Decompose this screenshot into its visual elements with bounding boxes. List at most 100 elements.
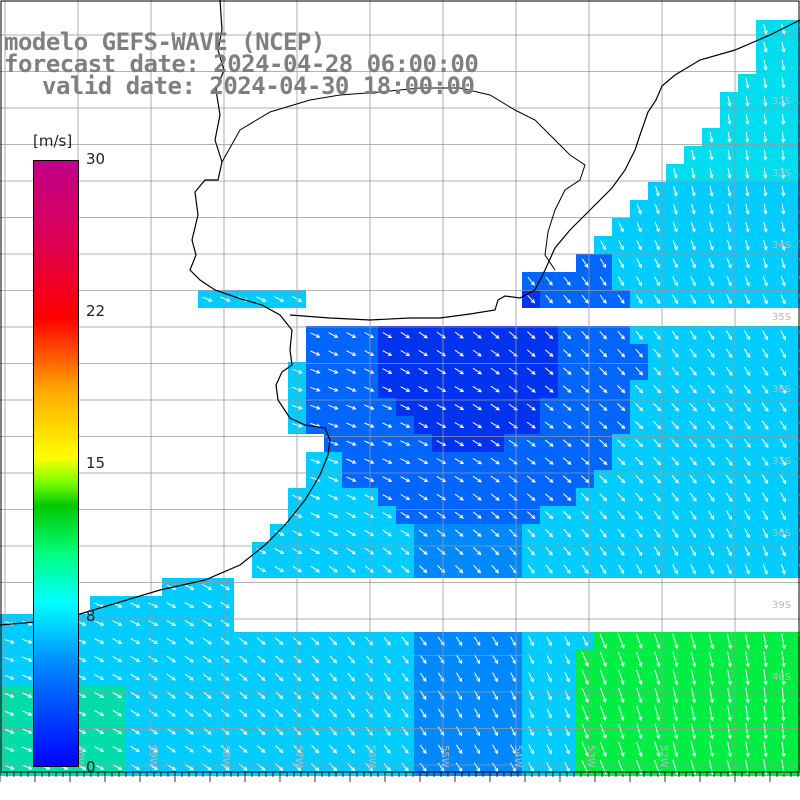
wind-arrow [130, 602, 141, 608]
wind-cell [792, 470, 800, 488]
wind-arrow [419, 654, 427, 664]
wind-cell [792, 146, 800, 164]
wind-arrow [617, 348, 626, 358]
forecast-date: forecast date: 2024-04-28 06:00:00 [4, 50, 479, 78]
wind-arrow [564, 672, 570, 683]
wind-arrow [707, 492, 715, 502]
wind-arrow [418, 440, 429, 446]
wind-arrow [564, 726, 570, 737]
wind-arrow [166, 745, 176, 753]
wind-arrow [401, 636, 409, 646]
wind-arrow [709, 222, 714, 233]
wind-arrow [745, 150, 750, 161]
wind-arrow [544, 367, 554, 375]
wind-arrow [418, 404, 429, 410]
lon-label: 57W [293, 745, 304, 768]
wind-arrow [94, 746, 105, 752]
wind-arrow [599, 633, 607, 649]
lat-label: 36S [772, 384, 791, 395]
wind-cell [792, 164, 800, 182]
wind-arrow [382, 440, 393, 446]
wind-arrow [346, 512, 357, 518]
wind-arrow [581, 669, 589, 685]
colorbar-tick-22: 22 [86, 302, 106, 320]
wind-arrow [148, 673, 158, 681]
wind-arrow [400, 386, 411, 392]
wind-arrow [726, 528, 732, 539]
wind-arrow [763, 204, 768, 215]
wind-arrow [526, 457, 536, 465]
wind-arrow [130, 673, 141, 681]
wind-arrow [562, 457, 572, 465]
wind-arrow [743, 438, 751, 448]
wind-arrow [745, 222, 750, 233]
wind-arrow [636, 705, 643, 722]
wind-arrow [726, 546, 732, 557]
wind-arrow [599, 367, 608, 376]
wind-arrow [347, 654, 355, 664]
wind-arrow [184, 673, 194, 681]
wind-arrow [727, 203, 732, 215]
colorbar-tick-0: 0 [86, 758, 96, 776]
wind-arrow [727, 687, 732, 704]
wind-arrow [671, 384, 679, 394]
wind-arrow [727, 186, 732, 197]
wind-arrow [725, 384, 733, 394]
wind-arrow [94, 620, 105, 626]
wind-arrow [653, 528, 661, 538]
wind-arrow [671, 456, 679, 466]
wind-arrow [472, 403, 483, 411]
wind-arrow [599, 493, 608, 502]
wind-arrow [454, 547, 464, 556]
wind-arrow [744, 258, 750, 269]
wind-arrow [454, 529, 464, 537]
wind-arrow [617, 367, 626, 376]
wind-cell [792, 236, 800, 254]
wind-arrow [492, 672, 498, 683]
wind-arrow [581, 258, 589, 269]
wind-arrow [364, 565, 374, 573]
wind-cell [792, 20, 800, 38]
wind-arrow [671, 330, 679, 340]
wind-arrow [274, 655, 284, 664]
wind-arrow [472, 457, 483, 465]
colorbar-tick-8: 8 [86, 607, 96, 625]
wind-arrow [130, 655, 141, 663]
wind-arrow [745, 669, 750, 686]
wind-arrow [690, 546, 696, 557]
wind-arrow [635, 366, 644, 376]
wind-arrow [418, 476, 429, 483]
wind-arrow [654, 687, 661, 704]
wind-arrow [491, 547, 500, 556]
wind-arrow [328, 494, 339, 500]
wind-arrow [635, 348, 643, 358]
wind-arrow [653, 366, 661, 376]
wind-cell [792, 290, 800, 308]
wind-arrow [256, 566, 267, 573]
wind-arrow [545, 276, 553, 286]
wind-arrow [544, 349, 554, 357]
wind-arrow [328, 565, 338, 573]
wind-arrow [238, 637, 248, 645]
wind-cell [792, 506, 800, 524]
wind-arrow [654, 723, 661, 740]
wind-arrow [472, 511, 482, 519]
wind-arrow [148, 655, 159, 663]
wind-arrow [112, 691, 123, 699]
wind-arrow [202, 727, 212, 735]
wind-arrow [671, 366, 679, 376]
wind-cell [792, 704, 800, 722]
wind-arrow [220, 673, 230, 681]
wind-arrow [672, 258, 678, 269]
wind-arrow [617, 651, 625, 667]
wind-arrow [672, 276, 678, 287]
wind-arrow [673, 186, 678, 197]
wind-arrow [779, 420, 787, 430]
wind-arrow [653, 384, 662, 394]
wind-arrow [617, 457, 626, 466]
wind-arrow [256, 548, 267, 554]
wind-arrow [418, 565, 428, 574]
wind-arrow [707, 348, 715, 358]
wind-arrow [274, 530, 285, 536]
wind-arrow [166, 602, 177, 608]
